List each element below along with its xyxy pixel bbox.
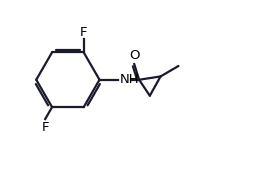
Text: O: O [129, 49, 139, 62]
Text: NH: NH [119, 73, 139, 86]
Text: F: F [41, 121, 49, 134]
Text: F: F [80, 26, 87, 39]
